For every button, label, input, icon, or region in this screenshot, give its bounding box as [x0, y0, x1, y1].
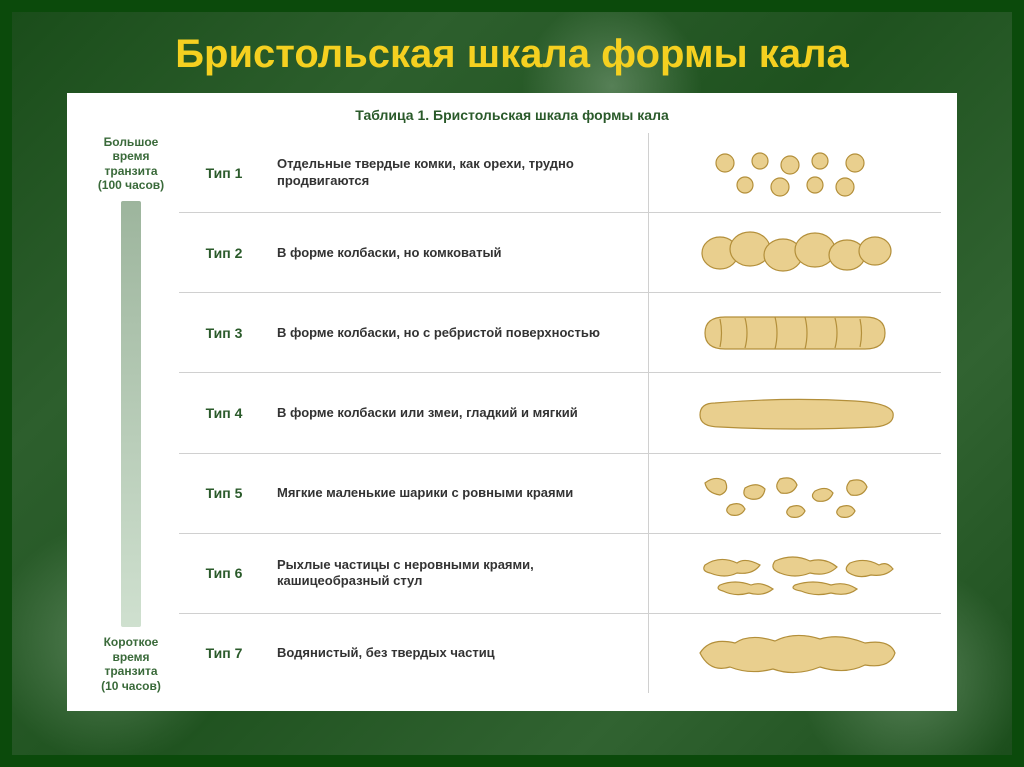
type-label: Тип 3 [179, 293, 269, 372]
scale-gradient-bar [121, 201, 141, 628]
scale-bot-l2: время [112, 650, 149, 664]
type-4-illustration [649, 373, 941, 452]
scale-top-l2: время [112, 149, 149, 163]
scale-bottom-label: Короткое время транзита (10 часов) [101, 635, 161, 693]
marble-background: Бристольская шкала формы кала Таблица 1.… [12, 12, 1012, 755]
table-row: Тип 4 В форме колбаски или змеи, гладкий… [179, 372, 941, 452]
table-row: Тип 5 Мягкие маленькие шарики с ровными … [179, 453, 941, 533]
type-description: В форме колбаски, но с ребристой поверхн… [269, 293, 649, 372]
scale-top-l3: транзита [104, 164, 157, 178]
type-label: Тип 4 [179, 373, 269, 452]
transit-scale: Большое время транзита (100 часов) Корот… [83, 133, 179, 693]
table-row: Тип 3 В форме колбаски, но с ребристой п… [179, 292, 941, 372]
type-label: Тип 7 [179, 614, 269, 693]
type-description: Водянистый, без твердых частиц [269, 614, 649, 693]
table-row: Тип 7 Водянистый, без твердых частиц [179, 613, 941, 693]
type-label: Тип 2 [179, 213, 269, 292]
type-description: Отдельные твердые комки, как орехи, труд… [269, 133, 649, 212]
type-description: Рыхлые частицы с неровными краями, кашиц… [269, 534, 649, 613]
table-row: Тип 1 Отдельные твердые комки, как орехи… [179, 133, 941, 212]
outer-frame: Бристольская шкала формы кала Таблица 1.… [0, 0, 1024, 767]
scale-top-label: Большое время транзита (100 часов) [98, 135, 164, 193]
type-description: В форме колбаски, но комковатый [269, 213, 649, 292]
type-label: Тип 1 [179, 133, 269, 212]
scale-top-l1: Большое [104, 135, 159, 149]
type-1-illustration [649, 133, 941, 212]
table-caption: Таблица 1. Бристольская шкала формы кала [83, 107, 941, 123]
scale-top-l4: (100 часов) [98, 178, 164, 192]
scale-bot-l1: Короткое [104, 635, 159, 649]
type-description: Мягкие маленькие шарики с ровными краями [269, 454, 649, 533]
table-row: Тип 6 Рыхлые частицы с неровными краями,… [179, 533, 941, 613]
table-row: Тип 2 В форме колбаски, но комковатый [179, 212, 941, 292]
type-description: В форме колбаски или змеи, гладкий и мяг… [269, 373, 649, 452]
type-label: Тип 5 [179, 454, 269, 533]
chart-layout: Большое время транзита (100 часов) Корот… [83, 133, 941, 693]
chart-card: Таблица 1. Бристольская шкала формы кала… [67, 93, 957, 711]
slide-title: Бристольская шкала формы кала [175, 32, 848, 77]
type-2-illustration [649, 213, 941, 292]
scale-bot-l3: транзита [104, 664, 157, 678]
table-rows: Тип 1 Отдельные твердые комки, как орехи… [179, 133, 941, 693]
scale-bot-l4: (10 часов) [101, 679, 161, 693]
type-label: Тип 6 [179, 534, 269, 613]
type-3-illustration [649, 293, 941, 372]
type-5-illustration [649, 454, 941, 533]
type-7-illustration [649, 614, 941, 693]
type-6-illustration [649, 534, 941, 613]
